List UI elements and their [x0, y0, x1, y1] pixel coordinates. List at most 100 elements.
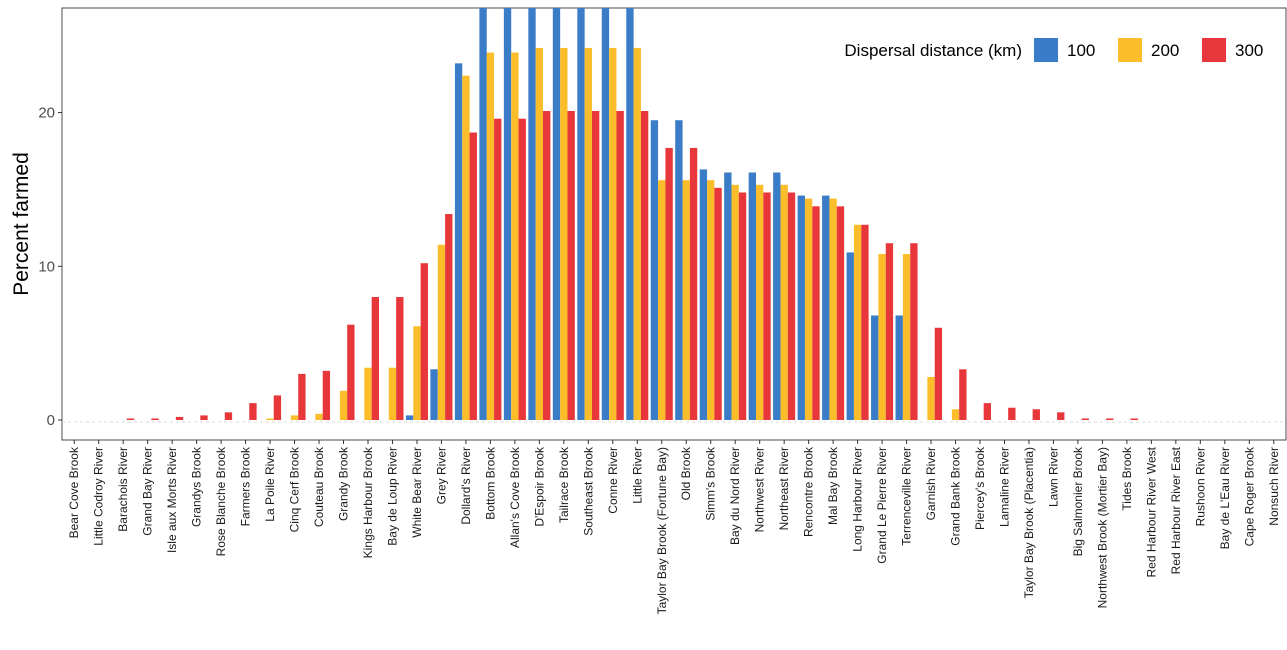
bar-300-41 — [1081, 418, 1089, 421]
y-tick-label-10: 10 — [38, 258, 55, 275]
y-axis-title: Percent farmed — [10, 152, 33, 296]
bar-200-11 — [339, 390, 348, 421]
bar-300-18 — [518, 118, 526, 421]
bar-100-14 — [405, 415, 414, 421]
bar-300-21 — [591, 111, 600, 421]
bar-200-28 — [756, 184, 764, 421]
bar-200-18 — [511, 52, 519, 421]
bar-300-10 — [322, 370, 331, 421]
bar-200-30 — [804, 198, 813, 421]
bar-300-17 — [494, 118, 502, 421]
y-tick-label-0: 0 — [47, 412, 55, 429]
bar-100-17 — [479, 8, 487, 421]
x-tick-label: Northwest River — [753, 447, 767, 532]
x-tick-label: Southeast Brook — [581, 446, 595, 536]
x-tick-label: Red Harbour River West — [1144, 446, 1158, 577]
bar-100-26 — [699, 169, 708, 421]
bar-100-34 — [895, 315, 903, 421]
x-tick-label: Grandys Brook — [190, 446, 204, 527]
bar-100-27 — [724, 172, 732, 421]
bar-100-25 — [675, 120, 683, 421]
bar-200-31 — [829, 198, 837, 421]
x-tick-label: Bay de Loup River — [385, 447, 399, 546]
bar-200-24 — [658, 180, 666, 421]
x-tick-label: Farmers Brook — [239, 446, 253, 526]
x-tick-label: Grand Bay River — [141, 447, 155, 536]
x-tick-label: Big Salmonier Brook — [1071, 446, 1085, 556]
bar-300-30 — [812, 206, 820, 421]
bar-300-13 — [396, 297, 404, 421]
bar-100-22 — [601, 8, 610, 421]
x-tick-label: Garnish River — [924, 447, 938, 520]
bar-300-24 — [665, 147, 673, 421]
x-tick-label: Cinq Cerf Brook — [288, 446, 302, 532]
bar-300-16 — [469, 132, 477, 421]
x-tick-label: D'Espoir Brook — [532, 446, 546, 527]
x-tick-label: Cape Roger Brook — [1242, 446, 1256, 546]
bar-300-2 — [126, 418, 135, 421]
bar-100-32 — [846, 252, 854, 421]
bar-300-38 — [1008, 407, 1016, 421]
bar-300-26 — [714, 187, 722, 421]
bar-100-30 — [797, 195, 805, 421]
y-tick-label-20: 20 — [38, 105, 55, 122]
bar-200-21 — [584, 47, 592, 421]
legend: Dispersal distance (km) 100 200 300 — [844, 38, 1263, 62]
bar-300-14 — [420, 263, 428, 421]
bar-300-11 — [347, 324, 355, 421]
bar-200-33 — [878, 253, 886, 421]
bar-200-32 — [853, 224, 862, 421]
x-tick-label: Piercey's Brook — [973, 446, 987, 530]
bar-300-6 — [224, 412, 233, 421]
x-tick-label: Barachois River — [116, 447, 130, 532]
bar-300-15 — [445, 214, 453, 421]
x-tick-label: Isle aux Morts River — [165, 447, 179, 553]
bar-200-15 — [437, 244, 446, 421]
x-tick-label: Simm's Brook — [704, 446, 718, 521]
bar-300-36 — [959, 369, 967, 421]
x-tick-label: Rushoon River — [1193, 447, 1207, 526]
bar-300-42 — [1106, 418, 1114, 421]
x-tick-label: Old Brook — [679, 446, 693, 500]
bar-300-29 — [787, 192, 796, 421]
bar-200-25 — [682, 180, 690, 421]
bars-layer — [126, 8, 1138, 421]
bar-100-23 — [626, 8, 634, 421]
bar-300-12 — [371, 297, 380, 421]
x-tick-label: Grandy Brook — [337, 446, 351, 521]
x-tick-label: Rose Blanche Brook — [214, 446, 228, 556]
x-tick-label: Rencontre Brook — [802, 446, 816, 537]
bar-300-22 — [616, 111, 624, 421]
x-tick-label: Lamaline River — [997, 447, 1011, 527]
bar-200-20 — [560, 47, 568, 421]
bar-300-3 — [151, 418, 159, 421]
plot-panel — [61, 7, 1287, 441]
bar-300-23 — [640, 111, 649, 421]
bar-200-10 — [315, 413, 323, 421]
bar-300-34 — [910, 243, 918, 421]
x-tick-label: Lawn River — [1046, 447, 1060, 507]
y-axis: 0 10 20 — [38, 105, 62, 429]
bar-100-31 — [822, 195, 830, 421]
bar-200-17 — [486, 52, 495, 421]
bar-100-16 — [454, 63, 463, 421]
bar-200-29 — [780, 184, 788, 421]
x-tick-label: Bay de L'Eau River — [1218, 447, 1232, 549]
bar-300-28 — [763, 192, 771, 421]
bar-200-23 — [633, 47, 641, 421]
x-tick-label: Tailrace Brook — [557, 446, 571, 523]
bar-200-13 — [388, 367, 397, 421]
x-tick-label: White Bear River — [410, 447, 424, 538]
bar-300-43 — [1130, 418, 1138, 421]
bar-200-35 — [927, 376, 935, 421]
x-tick-label: Northwest Brook (Mortier Bay) — [1095, 447, 1109, 608]
x-tick-label: Taylor Bay Brook (Fortune Bay) — [655, 447, 669, 614]
bar-300-37 — [983, 403, 992, 421]
bar-200-36 — [951, 409, 960, 421]
x-tick-label: Mal Bay Brook — [826, 446, 840, 525]
bar-100-33 — [871, 315, 879, 421]
bar-100-15 — [430, 369, 438, 421]
bar-100-21 — [577, 8, 585, 421]
bar-300-40 — [1057, 412, 1065, 421]
